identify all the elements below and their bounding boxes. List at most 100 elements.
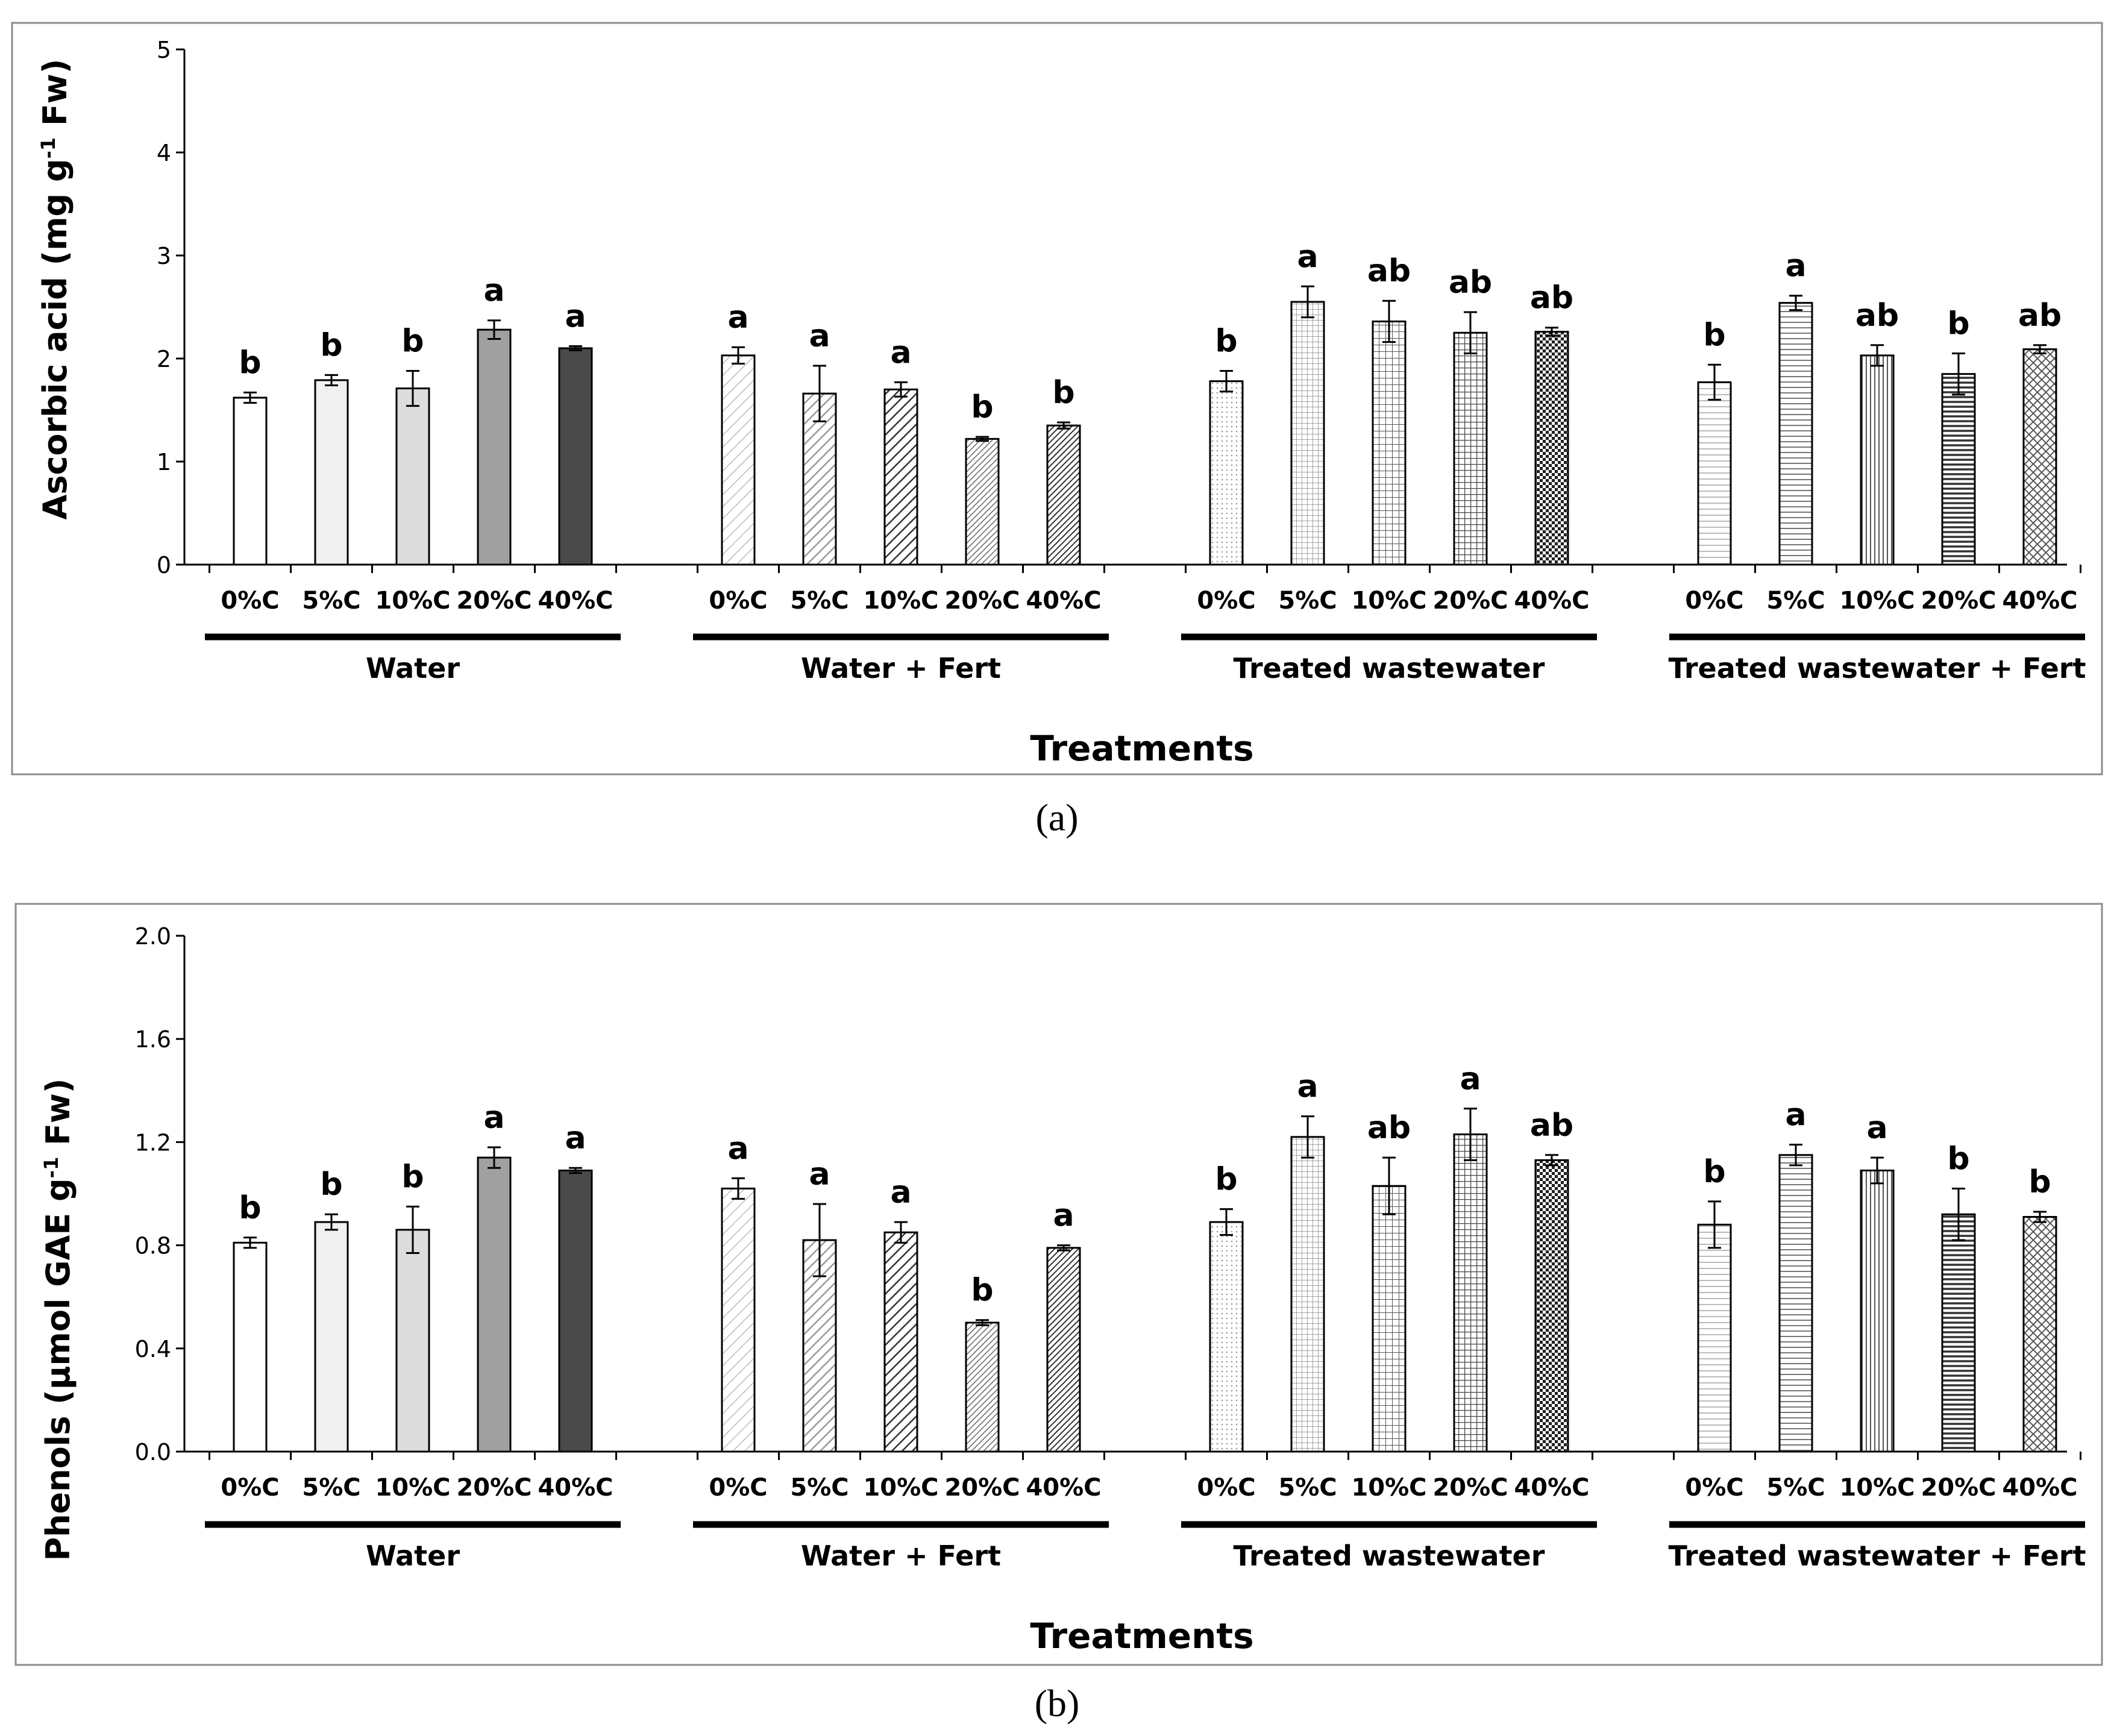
panel-a-bar-treated-wastewater-4 [1453, 331, 1488, 566]
panel-b-error-bar [813, 1203, 826, 1277]
panel-b-error-bar [1382, 1156, 1396, 1215]
panel-a-category-label: 5%C [302, 587, 360, 615]
panel-b-bar-treated-wastewater-fert-3 [1860, 1169, 1895, 1453]
panel-a-bar-treated-wastewater-fert-5 [2022, 348, 2057, 566]
panel-a-category-label: 5%C [1766, 587, 1825, 615]
panel-b-error-bar [1220, 1208, 1233, 1236]
panel-b-y-tick-label: 2.0 [135, 923, 171, 950]
panel-b-error-bar [894, 1221, 908, 1244]
panel-b-group-label: Water + Fert [801, 1540, 1001, 1572]
panel-a-y-tick-label: 1 [157, 449, 171, 475]
panel-a-bar-water-fert-5 [1046, 424, 1081, 566]
panel-a-bar-water-3 [395, 387, 430, 566]
panel-a-label: (a) [1035, 796, 1078, 839]
panel-a-significance-letter: a [890, 334, 911, 371]
panel-a-error-bar [325, 374, 338, 386]
panel-a-y-tick-label: 2 [157, 346, 171, 372]
panel-b-significance-letter: a [483, 1100, 504, 1136]
panel-a-significance-letter: b [1703, 317, 1725, 353]
panel-a-significance-letter: b [1052, 375, 1074, 411]
panel-b-bar-water-fert-1 [721, 1187, 756, 1453]
panel-a-error-bar [1708, 363, 1721, 401]
panel-a-significance-letter: ab [1367, 253, 1411, 289]
panel-b-significance-letter: b [401, 1159, 424, 1195]
panel-b-y-tick-label: 1.2 [135, 1129, 171, 1156]
panel-b-frame [14, 903, 2103, 1666]
panel-a-significance-letter: b [320, 327, 342, 363]
panel-a-category-label: 10%C [1351, 587, 1426, 615]
panel-b-y-tick-label: 0.4 [135, 1336, 171, 1362]
panel-a-bar-water-4 [477, 328, 512, 566]
panel-a-error-bar [2033, 344, 2047, 354]
panel-b-y-tick-label: 0.0 [135, 1439, 171, 1465]
panel-b-error-bar [1301, 1115, 1314, 1159]
panel-b-category-label: 10%C [863, 1474, 938, 1502]
panel-a-error-bar [1789, 295, 1802, 312]
panel-b-group-label: Treated wastewater + Fert [1669, 1540, 2086, 1572]
panel-a-category-label: 0%C [1197, 587, 1255, 615]
panel-b-error-bar [1708, 1200, 1721, 1249]
panel-a-significance-letter: ab [1449, 265, 1492, 301]
panel-a-y-tick-label: 0 [157, 552, 171, 578]
panel-b-bar-treated-wastewater-fert-5 [2022, 1216, 2057, 1453]
panel-b-bar-treated-wastewater-1 [1209, 1221, 1244, 1453]
panel-b-category-label: 20%C [1432, 1474, 1508, 1502]
panel-a-significance-letter: a [1297, 239, 1318, 275]
panel-a-significance-letter: a [809, 318, 830, 354]
panel-a-y-tick-label: 4 [157, 140, 171, 166]
panel-a-significance-letter: a [727, 299, 748, 336]
panel-a-category-label: 0%C [221, 587, 279, 615]
panel-b-error-bar [2033, 1211, 2047, 1223]
panel-a-error-bar [1952, 352, 1965, 396]
panel-a-category-label: 40%C [2002, 587, 2077, 615]
panel-b-error-bar [1871, 1156, 1884, 1185]
panel-b-bar-treated-wastewater-3 [1372, 1185, 1407, 1453]
panel-a-bar-water-fert-1 [721, 354, 756, 566]
panel-b-bar-treated-wastewater-fert-2 [1778, 1154, 1813, 1453]
panel-b-label: (b) [1035, 1682, 1080, 1725]
panel-a-error-bar [894, 381, 908, 398]
panel-b-significance-letter: b [320, 1167, 342, 1203]
panel-a-bar-treated-wastewater-3 [1372, 320, 1407, 566]
panel-a-error-bar [1057, 421, 1070, 430]
panel-b-plot: 0.0 0.4 0.8 1.2 1.6 2.0 b 0%C b 5%C b 10%C a 20%C a 40%… [135, 923, 2086, 1572]
panel-b-significance-letter: a [1785, 1097, 1806, 1133]
panel-a-category-label: 20%C [1921, 587, 1996, 615]
panel-b-category-label: 40%C [1026, 1474, 1101, 1502]
panel-b-category-label: 0%C [1197, 1474, 1255, 1502]
panel-a-category-label: 10%C [1839, 587, 1915, 615]
panel-a-category-label: 40%C [1026, 587, 1101, 615]
panel-a-bar-treated-wastewater-fert-4 [1941, 373, 1976, 566]
panel-a-error-bar [1382, 299, 1396, 343]
panel-b-bar-treated-wastewater-4 [1453, 1133, 1488, 1453]
panel-b-bar-treated-wastewater-fert-4 [1941, 1213, 1976, 1453]
panel-b-significance-letter: ab [1367, 1110, 1411, 1146]
panel-a-category-label: 40%C [1514, 587, 1589, 615]
panel-b-error-bar [243, 1236, 257, 1249]
panel-a-bar-water-2 [314, 379, 349, 566]
panel-a-error-bar [243, 391, 257, 404]
panel-a-error-bar [976, 436, 989, 442]
panel-a-category-label: 20%C [1432, 587, 1508, 615]
panel-a-y-axis-title: Ascorbic acid (mg g-1 Fw) [36, 59, 74, 520]
panel-a-significance-letter: b [1947, 306, 1969, 342]
panel-a-significance-letter: ab [2018, 298, 2062, 334]
panel-b-y-axis-title: Phenols (µmol GAE g-1 Fw) [39, 1079, 77, 1561]
panel-b-group-label: Treated wastewater [1234, 1540, 1545, 1572]
panel-a-category-label: 10%C [375, 587, 450, 615]
panel-b: Phenols (µmol GAE g-1 Fw) Treatments 0.0… [14, 903, 2103, 1666]
panel-b-category-label: 5%C [1278, 1474, 1337, 1502]
panel-a-group-label: Water [366, 652, 460, 685]
panel-b-bar-water-3 [395, 1229, 430, 1453]
panel-a-category-label: 5%C [790, 587, 848, 615]
panel-b-x-axis-title: Treatments [1030, 1615, 1253, 1656]
panel-a-error-bar [1464, 311, 1477, 354]
panel-a-bar-water-5 [558, 347, 593, 566]
panel-a-category-label: 10%C [863, 587, 938, 615]
panel-a-category-label: 5%C [1278, 587, 1337, 615]
panel-b-significance-letter: a [727, 1130, 748, 1167]
panel-b-error-bar [1545, 1154, 1558, 1167]
panel-a-y-tick-label: 3 [157, 243, 171, 269]
panel-a-group-label: Water + Fert [801, 652, 1001, 685]
panel-b-bar-water-fert-4 [965, 1321, 1000, 1453]
